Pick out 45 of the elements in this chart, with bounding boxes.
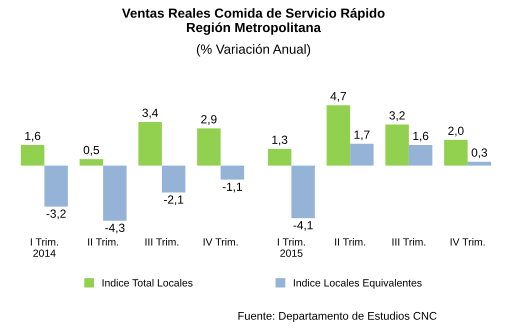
data-label: 0,5: [84, 146, 100, 156]
data-label: 4,7: [330, 92, 346, 102]
bar: [268, 148, 292, 166]
data-label: 3,4: [142, 108, 158, 118]
x-tick-label: III Trim.: [145, 238, 178, 246]
bar: [138, 122, 162, 166]
bar: [291, 166, 315, 218]
legend-label: Indice Total Locales: [102, 278, 193, 287]
data-label: 1,6: [413, 132, 428, 142]
data-label: -1,1: [222, 182, 242, 192]
data-label: -4,3: [105, 224, 125, 234]
chart-title: Ventas Reales Comida de Servicio Rápido Región Metropolitana: [122, 8, 385, 35]
x-tick-label: II Trim.: [335, 238, 366, 246]
bar: [408, 145, 432, 166]
data-label: -3,2: [46, 210, 66, 220]
data-label: -4,1: [293, 221, 313, 231]
bar: [80, 159, 104, 166]
bar: [44, 166, 68, 207]
x-tick-label: III Trim.: [392, 238, 426, 246]
x-tick-label: I Trim. 2015: [278, 238, 305, 257]
data-label: 1,6: [25, 132, 40, 142]
data-label: 2,0: [448, 126, 464, 136]
data-label: 1,3: [272, 136, 288, 146]
bar: [103, 166, 127, 221]
bar: [350, 144, 374, 166]
x-tick-label: I Trim. 2014: [30, 238, 58, 257]
bar: [20, 145, 44, 166]
bar: [326, 105, 350, 166]
legend-label: Indice Locales Equivalentes: [294, 278, 422, 289]
data-label: 3,2: [389, 111, 405, 122]
bar: [162, 166, 186, 192]
x-tick-label: IV Trim.: [450, 238, 485, 246]
x-tick-label: IV Trim.: [204, 238, 238, 246]
data-label: 0,3: [472, 148, 488, 158]
x-tick-label: II Trim.: [88, 238, 118, 246]
data-label: 1,7: [354, 130, 370, 140]
data-label: 2,9: [201, 115, 217, 125]
data-label: -2,1: [164, 195, 184, 206]
bar: [444, 140, 468, 166]
bar: [468, 162, 492, 166]
chart-subtitle: (% Variación Anual): [196, 44, 310, 56]
source-note: Fuente: Departamento de Estudios CNC: [238, 312, 437, 322]
bar: [197, 128, 221, 166]
bar: [385, 124, 409, 166]
bar: [220, 166, 244, 180]
